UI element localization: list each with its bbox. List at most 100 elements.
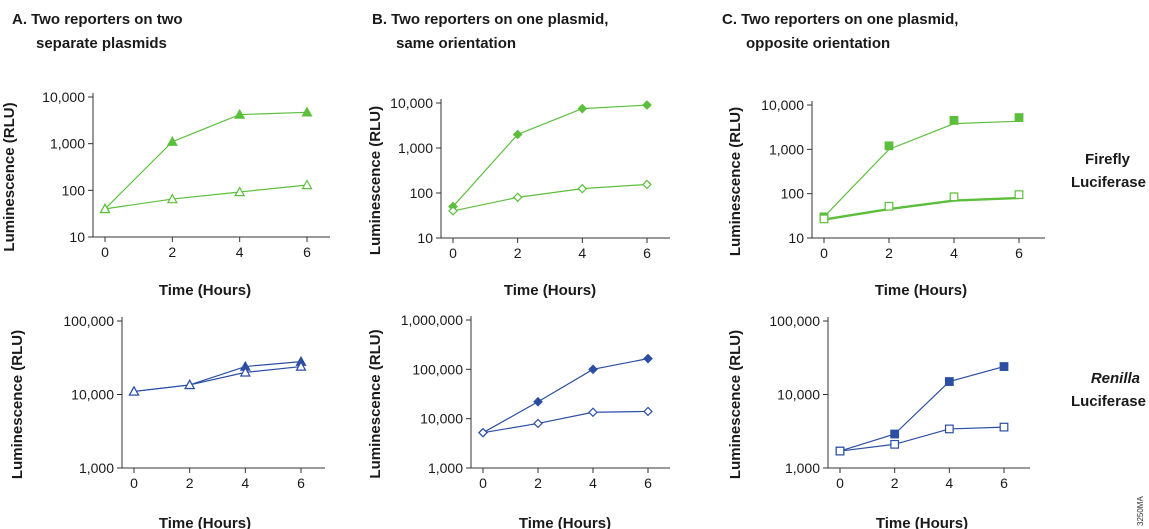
data-point-open (588, 407, 598, 418)
chart-b_firefly: 10 100 1,000 10,000 0 2 4 6 Time (Hours) Luminesc… (367, 95, 670, 299)
chart-c_renilla: 1,000 10,000 100,000 0 2 4 6 Time (Hours) Lumine… (727, 313, 1030, 529)
y-tick-label: 100 (781, 186, 805, 202)
x-tick-label: 0 (479, 475, 487, 491)
chart-a_renilla: 1,000 10,000 100,000 0 2 4 6 Time (Hours) Lumine… (9, 313, 325, 529)
data-point-open (448, 206, 458, 216)
x-tick-label: 2 (514, 245, 522, 261)
data-point-open (99, 203, 111, 214)
x-tick-label: 4 (578, 245, 586, 261)
row-label-renilla-line1: Renilla (1091, 370, 1140, 387)
data-point-filled (577, 103, 588, 114)
panel-b-title-line1: B. Two reporters on one plasmid, (372, 11, 608, 28)
x-tick-label: 0 (101, 244, 109, 260)
y-tick-label: 1,000 (50, 136, 85, 152)
data-point-filled (643, 353, 653, 364)
x-tick-label: 2 (885, 245, 893, 261)
data-point-open (478, 427, 488, 438)
data-point-open (999, 422, 1009, 432)
y-tick-label: 1,000 (769, 141, 804, 157)
y-tick-label: 1,000,000 (401, 312, 463, 328)
data-point-open (835, 446, 845, 456)
row-label-renilla-line2: Luciferase (1071, 393, 1146, 410)
x-tick-label: 2 (891, 475, 899, 491)
data-point-open (301, 179, 313, 190)
y-tick-label: 100,000 (63, 313, 114, 329)
x-tick-label: 2 (534, 475, 542, 491)
data-point-open (642, 179, 652, 190)
series-line-open (452, 183, 648, 212)
y-tick-label: 100 (62, 182, 86, 198)
data-point-filled (999, 362, 1009, 371)
x-tick-label: 0 (130, 475, 138, 491)
x-axis-title: Time (Hours) (519, 515, 611, 529)
x-tick-label: 6 (643, 245, 651, 261)
y-tick-label: 10 (788, 230, 804, 246)
data-point-open (819, 214, 829, 224)
data-point-filled (890, 429, 900, 439)
data-point-filled (234, 108, 246, 119)
series-line-open (482, 410, 649, 434)
y-axis-title: Luminescence (RLU) (367, 329, 384, 478)
y-tick-label: 10,000 (761, 97, 804, 113)
data-point-open (128, 385, 140, 396)
chart-a_firefly: 10 100 1,000 10,000 0 2 4 6 Time (Hours) Luminesc… (1, 89, 330, 299)
data-point-filled (166, 135, 178, 146)
data-point-filled (512, 129, 523, 140)
data-point-filled (301, 106, 313, 117)
x-tick-label: 6 (1015, 245, 1023, 261)
row-label-firefly-line1: Firefly (1085, 151, 1131, 168)
data-point-open (643, 406, 653, 417)
series-line-open (839, 426, 1005, 452)
data-point-filled (884, 141, 894, 151)
x-tick-label: 6 (297, 475, 305, 491)
data-point-filled (533, 396, 543, 407)
data-point-open (295, 360, 307, 371)
x-axis-title: Time (Hours) (159, 515, 251, 529)
y-tick-label: 1,000 (79, 460, 114, 476)
data-point-open (884, 201, 894, 211)
y-tick-label: 100,000 (769, 313, 820, 329)
series-line-open (104, 184, 308, 210)
x-tick-label: 4 (589, 475, 597, 491)
chart-b_renilla: 1,000 10,000 100,000 1,000,000 0 2 4 6 Time (Hou… (367, 312, 670, 529)
x-tick-label: 6 (1000, 475, 1008, 491)
x-tick-label: 4 (241, 475, 249, 491)
series-line-open (823, 196, 1020, 221)
y-axis-title: Luminescence (RLU) (367, 106, 384, 255)
series-line-open (133, 365, 302, 393)
x-tick-label: 4 (236, 244, 244, 260)
panel-a-title-line2: separate plasmids (36, 35, 167, 52)
data-point-open (234, 186, 246, 197)
panel-b-title-line2: same orientation (396, 35, 516, 52)
y-tick-label: 10,000 (390, 95, 433, 111)
data-point-filled (949, 115, 959, 125)
y-tick-label: 100 (410, 185, 434, 201)
row-label-firefly-line2: Luciferase (1071, 174, 1146, 191)
x-tick-label: 6 (303, 244, 311, 260)
series-line-filled (839, 365, 1005, 452)
y-tick-label: 100,000 (412, 361, 463, 377)
y-tick-label: 10,000 (71, 387, 114, 403)
data-point-open (533, 418, 543, 429)
y-tick-label: 1,000 (398, 140, 433, 156)
charts-layer: 10 100 1,000 10,000 0 2 4 6 Time (Hours) Luminesc… (1, 89, 1045, 529)
data-point-open (1014, 190, 1024, 200)
data-point-open (166, 193, 178, 204)
panel-c-title-line2: opposite orientation (746, 35, 890, 52)
x-axis-title: Time (Hours) (875, 282, 967, 299)
data-point-open (944, 424, 954, 434)
y-axis-title: Luminescence (RLU) (9, 330, 26, 479)
series-line-filled (452, 104, 648, 207)
x-tick-label: 4 (945, 475, 953, 491)
chart-c_firefly: 10 100 1,000 10,000 0 2 4 6 Time (Hours) Luminesc… (727, 97, 1045, 299)
y-tick-label: 10,000 (42, 89, 85, 105)
panel-a-title-line1: A. Two reporters on two (12, 11, 183, 28)
figure-code: 3250MA (1136, 496, 1145, 526)
data-point-filled (588, 364, 598, 375)
data-point-filled (944, 377, 954, 386)
y-axis-title: Luminescence (RLU) (1, 102, 18, 251)
series-line-filled (823, 120, 1020, 218)
y-tick-label: 10,000 (420, 411, 463, 427)
x-axis-title: Time (Hours) (876, 515, 968, 529)
